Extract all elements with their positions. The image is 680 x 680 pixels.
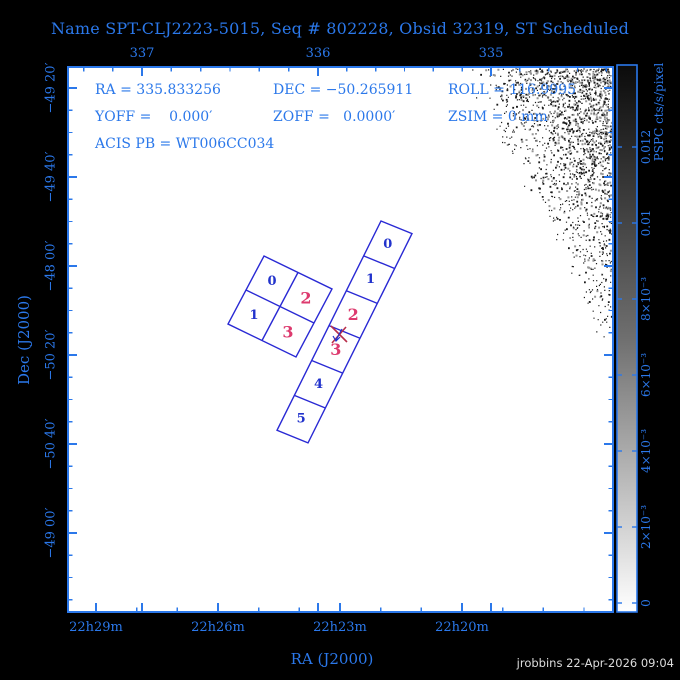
colorbar-tick-label: 8×10⁻³	[639, 276, 653, 322]
colorbar-title: PSPC cts/s/pixel	[652, 62, 666, 162]
y-tick-label: −49 40′	[43, 151, 59, 203]
colorbar	[616, 64, 638, 613]
x-tick-label: 335	[478, 46, 504, 61]
yoff-value: YOFF = 0.000′	[95, 109, 213, 125]
zoff-value: ZOFF = 0.0000′	[273, 109, 396, 125]
x-tick-label: 22h26m	[191, 620, 245, 635]
axes-frame	[67, 66, 614, 613]
svg-text:0: 0	[267, 274, 276, 289]
plot-area	[68, 67, 613, 612]
colorbar-tick-label: 4×10⁻³	[639, 428, 653, 474]
colorbar-tick-label: 6×10⁻³	[639, 352, 653, 398]
ra-value: RA = 335.833256	[95, 82, 221, 98]
user-timestamp: jrobbins 22-Apr-2026 09:04	[516, 656, 674, 670]
acis-pb-value: ACIS PB = WT006CC034	[95, 136, 275, 152]
x-tick-label: 336	[305, 46, 331, 61]
svg-text:3: 3	[282, 322, 293, 341]
y-tick-label: −49 20′	[43, 62, 59, 114]
svg-text:3: 3	[330, 340, 341, 359]
x-tick-label: 22h29m	[69, 620, 123, 635]
colorbar-tick-label: 2×10⁻³	[639, 504, 653, 550]
x-tick-label: 22h20m	[435, 620, 489, 635]
x-tick-label: 337	[129, 46, 155, 61]
colorbar-tick-label: 0	[639, 599, 653, 607]
y-tick-label: −48 00′	[43, 240, 59, 292]
svg-text:1: 1	[249, 308, 258, 323]
acis-i-footprint[interactable]: 0 2 1 3	[227, 255, 333, 358]
y-axis-title: Dec (J2000)	[15, 295, 33, 385]
aimpoint-marker[interactable]	[330, 325, 348, 344]
svg-text:2: 2	[300, 288, 311, 307]
svg-text:2: 2	[348, 305, 359, 324]
svg-text:5: 5	[297, 412, 306, 427]
page-title: Name SPT-CLJ2223-5015, Seq # 802228, Obs…	[50, 19, 630, 38]
y-tick-label: −49 00′	[43, 507, 59, 559]
svg-text:1: 1	[366, 272, 375, 287]
zsim-value: ZSIM = 0 mm	[448, 109, 548, 125]
y-tick-label: −50 40′	[43, 418, 59, 470]
svg-text:0: 0	[383, 237, 392, 252]
colorbar-tick-label: 0.012	[639, 129, 653, 165]
roll-value: ROLL = 116.9995	[448, 82, 577, 98]
svg-text:4: 4	[314, 377, 323, 392]
pspc-image-scatter	[472, 68, 613, 338]
y-tick-label: −50 20′	[43, 329, 59, 381]
colorbar-tick-label: 0.01	[639, 209, 653, 237]
dec-value: DEC = −50.265911	[273, 82, 414, 98]
x-axis-title: RA (J2000)	[290, 650, 374, 668]
x-tick-label: 22h23m	[313, 620, 367, 635]
